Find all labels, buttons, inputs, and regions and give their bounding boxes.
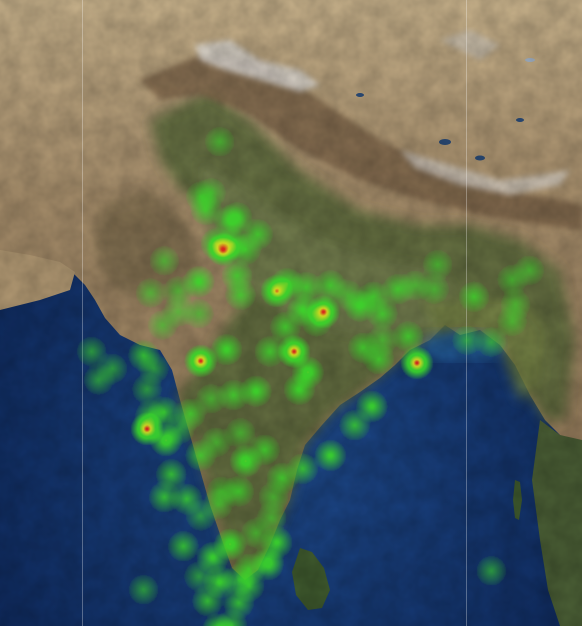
tile-seam	[466, 0, 467, 626]
tile-seam	[82, 0, 83, 626]
